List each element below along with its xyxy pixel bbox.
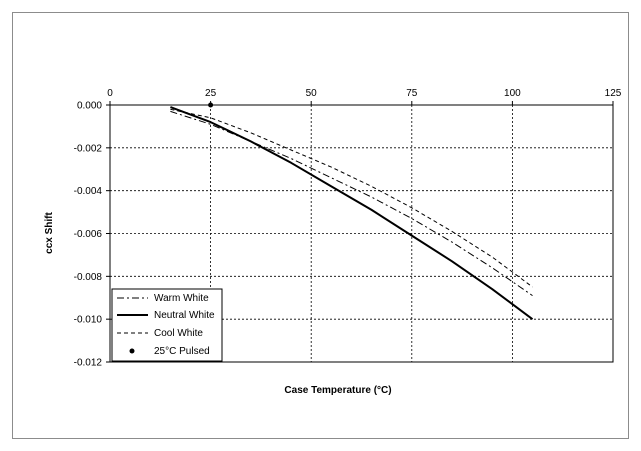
x-tick-label: 50 <box>306 88 318 99</box>
x-tick-label: 125 <box>605 88 622 99</box>
grid-lines <box>110 105 613 362</box>
x-tick-label: 75 <box>406 88 418 99</box>
legend-box <box>111 288 223 362</box>
legend-label-cool-white: Cool White <box>154 328 203 339</box>
legend: Warm White Neutral White Cool White 25°C… <box>111 288 223 362</box>
series-line-warm-white <box>170 110 533 297</box>
y-tick-labels: 0.000 -0.002 -0.004 -0.006 -0.008 -0.010 -0.01… <box>74 101 110 369</box>
y-tick-label: 0.000 <box>77 101 102 112</box>
series-line-cool-white <box>170 108 533 288</box>
legend-swatch-25c-pulsed <box>129 348 135 354</box>
y-tick-label: -0.010 <box>74 315 103 326</box>
series-line-neutral-white <box>170 106 534 321</box>
y-axis-title: ccx Shift <box>44 211 55 253</box>
x-tick-label: 100 <box>504 88 521 99</box>
x-tick-labels: 0 25 50 75 100 125 <box>107 88 622 105</box>
legend-label-neutral-white: Neutral White <box>154 310 215 321</box>
y-tick-label: -0.008 <box>74 272 103 283</box>
legend-label-25c-pulsed: 25°C Pulsed <box>154 346 210 357</box>
x-tick-label: 0 <box>107 88 113 99</box>
y-tick-label: -0.012 <box>74 358 103 369</box>
legend-label-warm-white: Warm White <box>154 293 209 304</box>
y-tick-label: -0.004 <box>74 186 103 197</box>
y-tick-label: -0.006 <box>74 229 103 240</box>
series-point-25-c-pulsed <box>208 102 214 108</box>
series-lines <box>170 102 534 321</box>
x-axis-title: Case Temperature (°C) <box>284 385 391 396</box>
chart-frame <box>12 12 629 439</box>
x-tick-label: 25 <box>205 88 217 99</box>
y-tick-label: -0.002 <box>74 143 103 154</box>
